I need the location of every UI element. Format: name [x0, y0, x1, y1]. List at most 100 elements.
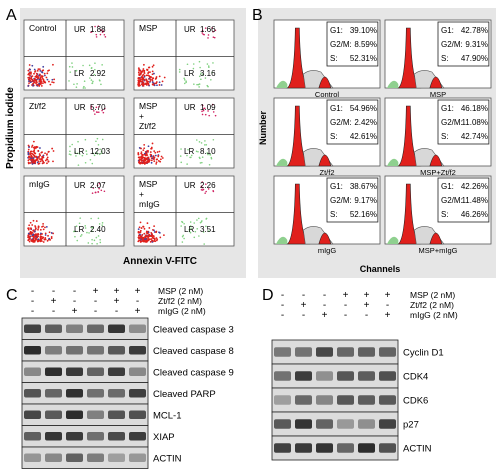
cell-dot	[77, 140, 79, 143]
phase-value: 54.96%	[350, 104, 377, 113]
cell-dot	[149, 153, 152, 156]
cell-dot	[37, 228, 39, 231]
g2-peak	[429, 154, 443, 167]
band-signal	[24, 431, 41, 441]
quadrant-label: LR	[74, 147, 84, 156]
treatment-sign: +	[301, 300, 307, 311]
treatment-sign: +	[343, 290, 349, 301]
cell-dot	[29, 159, 32, 161]
cell-dot	[101, 224, 103, 226]
cell-dot	[144, 238, 146, 241]
cell-dot	[93, 110, 95, 112]
treatment-sign: -	[281, 290, 284, 301]
stats-box	[437, 99, 490, 145]
band-signal	[108, 431, 125, 441]
cell-dot	[92, 152, 95, 155]
cell-dot	[33, 72, 35, 75]
quadrant-label: LR	[184, 225, 194, 234]
cell-dot	[138, 74, 141, 77]
cell-dot	[40, 75, 43, 77]
treatment-sign: -	[73, 296, 76, 307]
band-label: ACTIN	[403, 444, 432, 455]
cell-dot	[197, 217, 200, 220]
cell-dot	[37, 233, 40, 236]
cell-dot	[138, 226, 141, 229]
cell-dot	[27, 85, 30, 87]
cell-dot	[41, 77, 44, 80]
cell-dot	[143, 144, 146, 146]
cell-dot	[141, 78, 144, 81]
cell-dot	[201, 189, 204, 191]
cell-dot	[46, 156, 49, 159]
cell-dot	[37, 225, 40, 228]
cell-dot	[86, 153, 88, 155]
cell-dot	[181, 235, 184, 238]
cell-dot	[147, 235, 150, 238]
cell-dot	[50, 235, 53, 238]
cell-dot	[208, 114, 211, 117]
band-signal	[129, 431, 146, 441]
cell-dot	[84, 161, 87, 164]
cell-dot	[146, 161, 149, 164]
cell-dot	[207, 153, 209, 156]
cell-dot	[201, 29, 204, 32]
cell-dot	[76, 239, 79, 242]
cell-dot	[101, 138, 104, 141]
cell-dot	[41, 158, 44, 161]
stats-box	[326, 177, 379, 223]
cell-dot	[103, 33, 106, 36]
cell-dot	[201, 104, 204, 107]
cell-dot	[100, 83, 102, 86]
treatment-sign: +	[364, 290, 370, 301]
cell-dot	[149, 79, 152, 82]
cell-dot	[201, 32, 204, 34]
treatment-sign: -	[115, 306, 118, 317]
band-label: XIAP	[153, 432, 175, 443]
cell-dot	[152, 83, 155, 86]
band-signal	[129, 388, 146, 398]
band-signal	[108, 453, 125, 463]
cell-dot	[200, 72, 202, 75]
cell-dot	[71, 143, 74, 146]
band-signal	[274, 395, 291, 405]
treatment-sign: -	[281, 300, 284, 311]
debris	[387, 80, 399, 88]
cell-dot	[99, 241, 102, 244]
band-signal	[274, 419, 291, 429]
cell-dot	[98, 223, 101, 225]
cell-dot	[82, 87, 85, 89]
treatment-sign: +	[385, 310, 391, 321]
cell-dot	[93, 154, 96, 157]
band-signal	[316, 395, 333, 405]
cell-dot	[32, 219, 35, 222]
cell-dot	[37, 75, 39, 78]
cell-dot	[94, 113, 96, 115]
cell-dot	[94, 191, 97, 194]
cell-dot	[88, 232, 90, 234]
cell-dot	[205, 183, 207, 185]
quadrant-value: 2.40	[90, 225, 106, 234]
band-signal	[274, 371, 291, 381]
treatment-sign: -	[281, 310, 284, 321]
sample-name: Control	[315, 90, 340, 99]
cell-dot	[41, 237, 44, 240]
cell-dot	[27, 73, 30, 76]
cell-dot	[97, 190, 99, 193]
phase-label: G2/M:	[441, 118, 463, 127]
cell-dot	[37, 238, 40, 241]
cell-dot	[27, 235, 30, 238]
cell-dot	[100, 189, 103, 192]
band-signal	[108, 367, 125, 377]
cell-dot	[205, 190, 207, 193]
cell-dot	[145, 235, 148, 238]
cell-dot	[76, 83, 78, 85]
cell-dot	[138, 68, 140, 71]
cell-dot	[142, 156, 145, 159]
g2-peak	[318, 154, 332, 167]
cell-dot	[27, 161, 30, 164]
cell-dot	[211, 71, 213, 74]
cell-dot	[142, 83, 145, 86]
cell-dot	[91, 192, 94, 194]
cell-dot	[48, 80, 50, 83]
sample-name: +	[139, 189, 144, 199]
